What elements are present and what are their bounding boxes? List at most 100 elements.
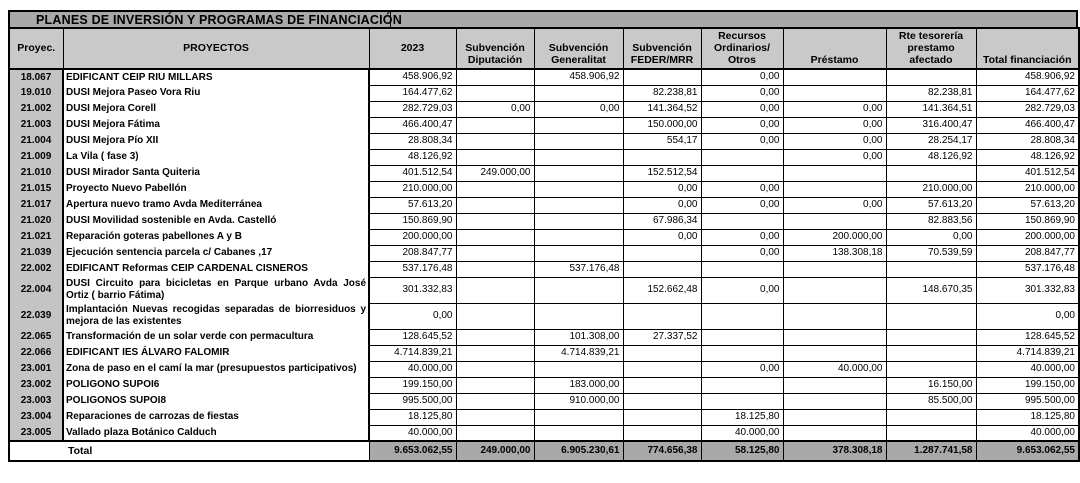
amount-cell: 0,00 — [700, 116, 784, 134]
amount-cell — [700, 392, 784, 410]
project-code-cell: 18.067 — [8, 69, 64, 85]
project-row: 22.039 Implantación Nuevas recogidas sep… — [8, 302, 1080, 330]
project-name-cell: EDIFICANT CEIP RIU MILLARS — [62, 69, 370, 85]
amount-cell — [533, 408, 624, 426]
amount-cell — [700, 328, 784, 346]
project-code-cell: 22.066 — [8, 345, 64, 361]
amount-cell: 150.869,90 — [368, 212, 457, 230]
project-row: 21.004 DUSI Mejora Pío XII 28.808,34 554… — [8, 132, 1080, 150]
amount-cell — [455, 228, 535, 246]
header-subvencion-feder-mrr: Subvención FEDER/MRR — [622, 27, 702, 70]
amount-cell: 458.906,92 — [368, 68, 457, 86]
project-code-cell: 21.015 — [8, 181, 64, 197]
amount-cell: 0,00 — [782, 100, 887, 118]
project-name-cell: EDIFICANT IES ÁLVARO FALOMIR — [62, 345, 370, 361]
amount-cell: 316.400,47 — [885, 116, 977, 134]
amount-cell: 28.808,34 — [368, 132, 457, 150]
amount-cell: 0,00 — [700, 84, 784, 102]
amount-cell: 0,00 — [700, 100, 784, 118]
amount-cell — [622, 376, 702, 394]
amount-cell — [885, 260, 977, 278]
amount-cell — [455, 408, 535, 426]
project-row: 23.003 POLIGONOS SUPOI8 995.500,00 910.0… — [8, 392, 1080, 410]
amount-cell — [885, 424, 977, 442]
table-body: 18.067 EDIFICANT CEIP RIU MILLARS 458.90… — [8, 68, 1080, 442]
amount-cell — [700, 376, 784, 394]
project-row: 18.067 EDIFICANT CEIP RIU MILLARS 458.90… — [8, 68, 1080, 86]
amount-cell: 18.125,80 — [700, 408, 784, 426]
amount-cell: 57.613,20 — [975, 196, 1080, 214]
project-name-cell: Reparación goteras pabellones A y B — [62, 229, 370, 245]
project-code-cell: 22.004 — [8, 277, 64, 303]
project-row: 21.003 DUSI Mejora Fátima 466.400,47 150… — [8, 116, 1080, 134]
amount-cell — [533, 424, 624, 442]
project-code-cell: 21.017 — [8, 197, 64, 213]
amount-cell — [455, 424, 535, 442]
amount-cell — [455, 392, 535, 410]
amount-cell: 67.986,34 — [622, 212, 702, 230]
investment-plans-sheet: PLANES DE INVERSIÓN Y PROGRAMAS DE FINAN… — [8, 10, 1080, 462]
project-row: 22.065 Transformación de un solar verde … — [8, 328, 1080, 346]
amount-cell — [782, 276, 887, 304]
amount-cell: 200.000,00 — [782, 228, 887, 246]
amount-cell: 57.613,20 — [885, 196, 977, 214]
total-prestamo-cell: 378.308,18 — [782, 440, 887, 462]
header-proyectos: PROYECTOS — [62, 27, 370, 70]
amount-cell: 208.847,77 — [975, 244, 1080, 262]
amount-cell — [533, 228, 624, 246]
amount-cell — [885, 344, 977, 362]
amount-cell — [455, 360, 535, 378]
amount-cell: 0,00 — [700, 196, 784, 214]
project-name-cell: DUSI Mejora Pío XII — [62, 133, 370, 149]
amount-cell — [885, 408, 977, 426]
project-name-cell: DUSI Mirador Santa Quiteria — [62, 165, 370, 181]
amount-cell — [782, 424, 887, 442]
project-row: 22.004 DUSI Circuito para bicicletas en … — [8, 276, 1080, 304]
project-code-cell: 23.005 — [8, 425, 64, 441]
amount-cell: 199.150,00 — [975, 376, 1080, 394]
amount-cell — [885, 328, 977, 346]
amount-cell: 82.883,56 — [885, 212, 977, 230]
amount-cell — [455, 180, 535, 198]
amount-cell: 4.714.839,21 — [533, 344, 624, 362]
amount-cell: 70.539,59 — [885, 244, 977, 262]
project-code-cell: 23.001 — [8, 361, 64, 377]
amount-cell: 995.500,00 — [368, 392, 457, 410]
amount-cell — [700, 148, 784, 166]
amount-cell — [622, 302, 702, 330]
project-code-cell: 21.009 — [8, 149, 64, 165]
amount-cell: 148.670,35 — [885, 276, 977, 304]
project-name-cell: Proyecto Nuevo Pabellón — [62, 181, 370, 197]
project-name-cell: Reparaciones de carrozas de fiestas — [62, 409, 370, 425]
amount-cell — [455, 344, 535, 362]
amount-cell: 0,00 — [622, 228, 702, 246]
amount-cell — [533, 302, 624, 330]
amount-cell: 48.126,92 — [975, 148, 1080, 166]
total-generalitat-cell: 6.905.230,61 — [533, 440, 624, 462]
amount-cell: 0,00 — [700, 276, 784, 304]
amount-cell: 0,00 — [782, 132, 887, 150]
amount-cell: 301.332,83 — [975, 276, 1080, 304]
amount-cell: 27.337,52 — [622, 328, 702, 346]
project-name-cell: Vallado plaza Botánico Calduch — [62, 425, 370, 441]
amount-cell: 57.613,20 — [368, 196, 457, 214]
header-2023: 2023 — [368, 27, 457, 70]
amount-cell — [885, 302, 977, 330]
header-prestamo: Préstamo — [782, 27, 887, 70]
amount-cell — [885, 68, 977, 86]
project-name-cell: DUSI Mejora Corell — [62, 101, 370, 117]
amount-cell — [622, 344, 702, 362]
amount-cell: 0,00 — [782, 116, 887, 134]
project-row: 19.010 DUSI Mejora Paseo Vora Riu 164.47… — [8, 84, 1080, 102]
amount-cell: 910.000,00 — [533, 392, 624, 410]
amount-cell: 208.847,77 — [368, 244, 457, 262]
amount-cell: 128.645,52 — [368, 328, 457, 346]
project-name-cell: DUSI Mejora Fátima — [62, 117, 370, 133]
amount-cell: 0,00 — [622, 196, 702, 214]
amount-cell — [455, 68, 535, 86]
amount-cell — [533, 276, 624, 304]
amount-cell — [782, 328, 887, 346]
amount-cell: 466.400,47 — [975, 116, 1080, 134]
header-recursos-ordinarios-otros: Recursos Ordinarios/ Otros — [700, 27, 784, 70]
amount-cell — [622, 424, 702, 442]
